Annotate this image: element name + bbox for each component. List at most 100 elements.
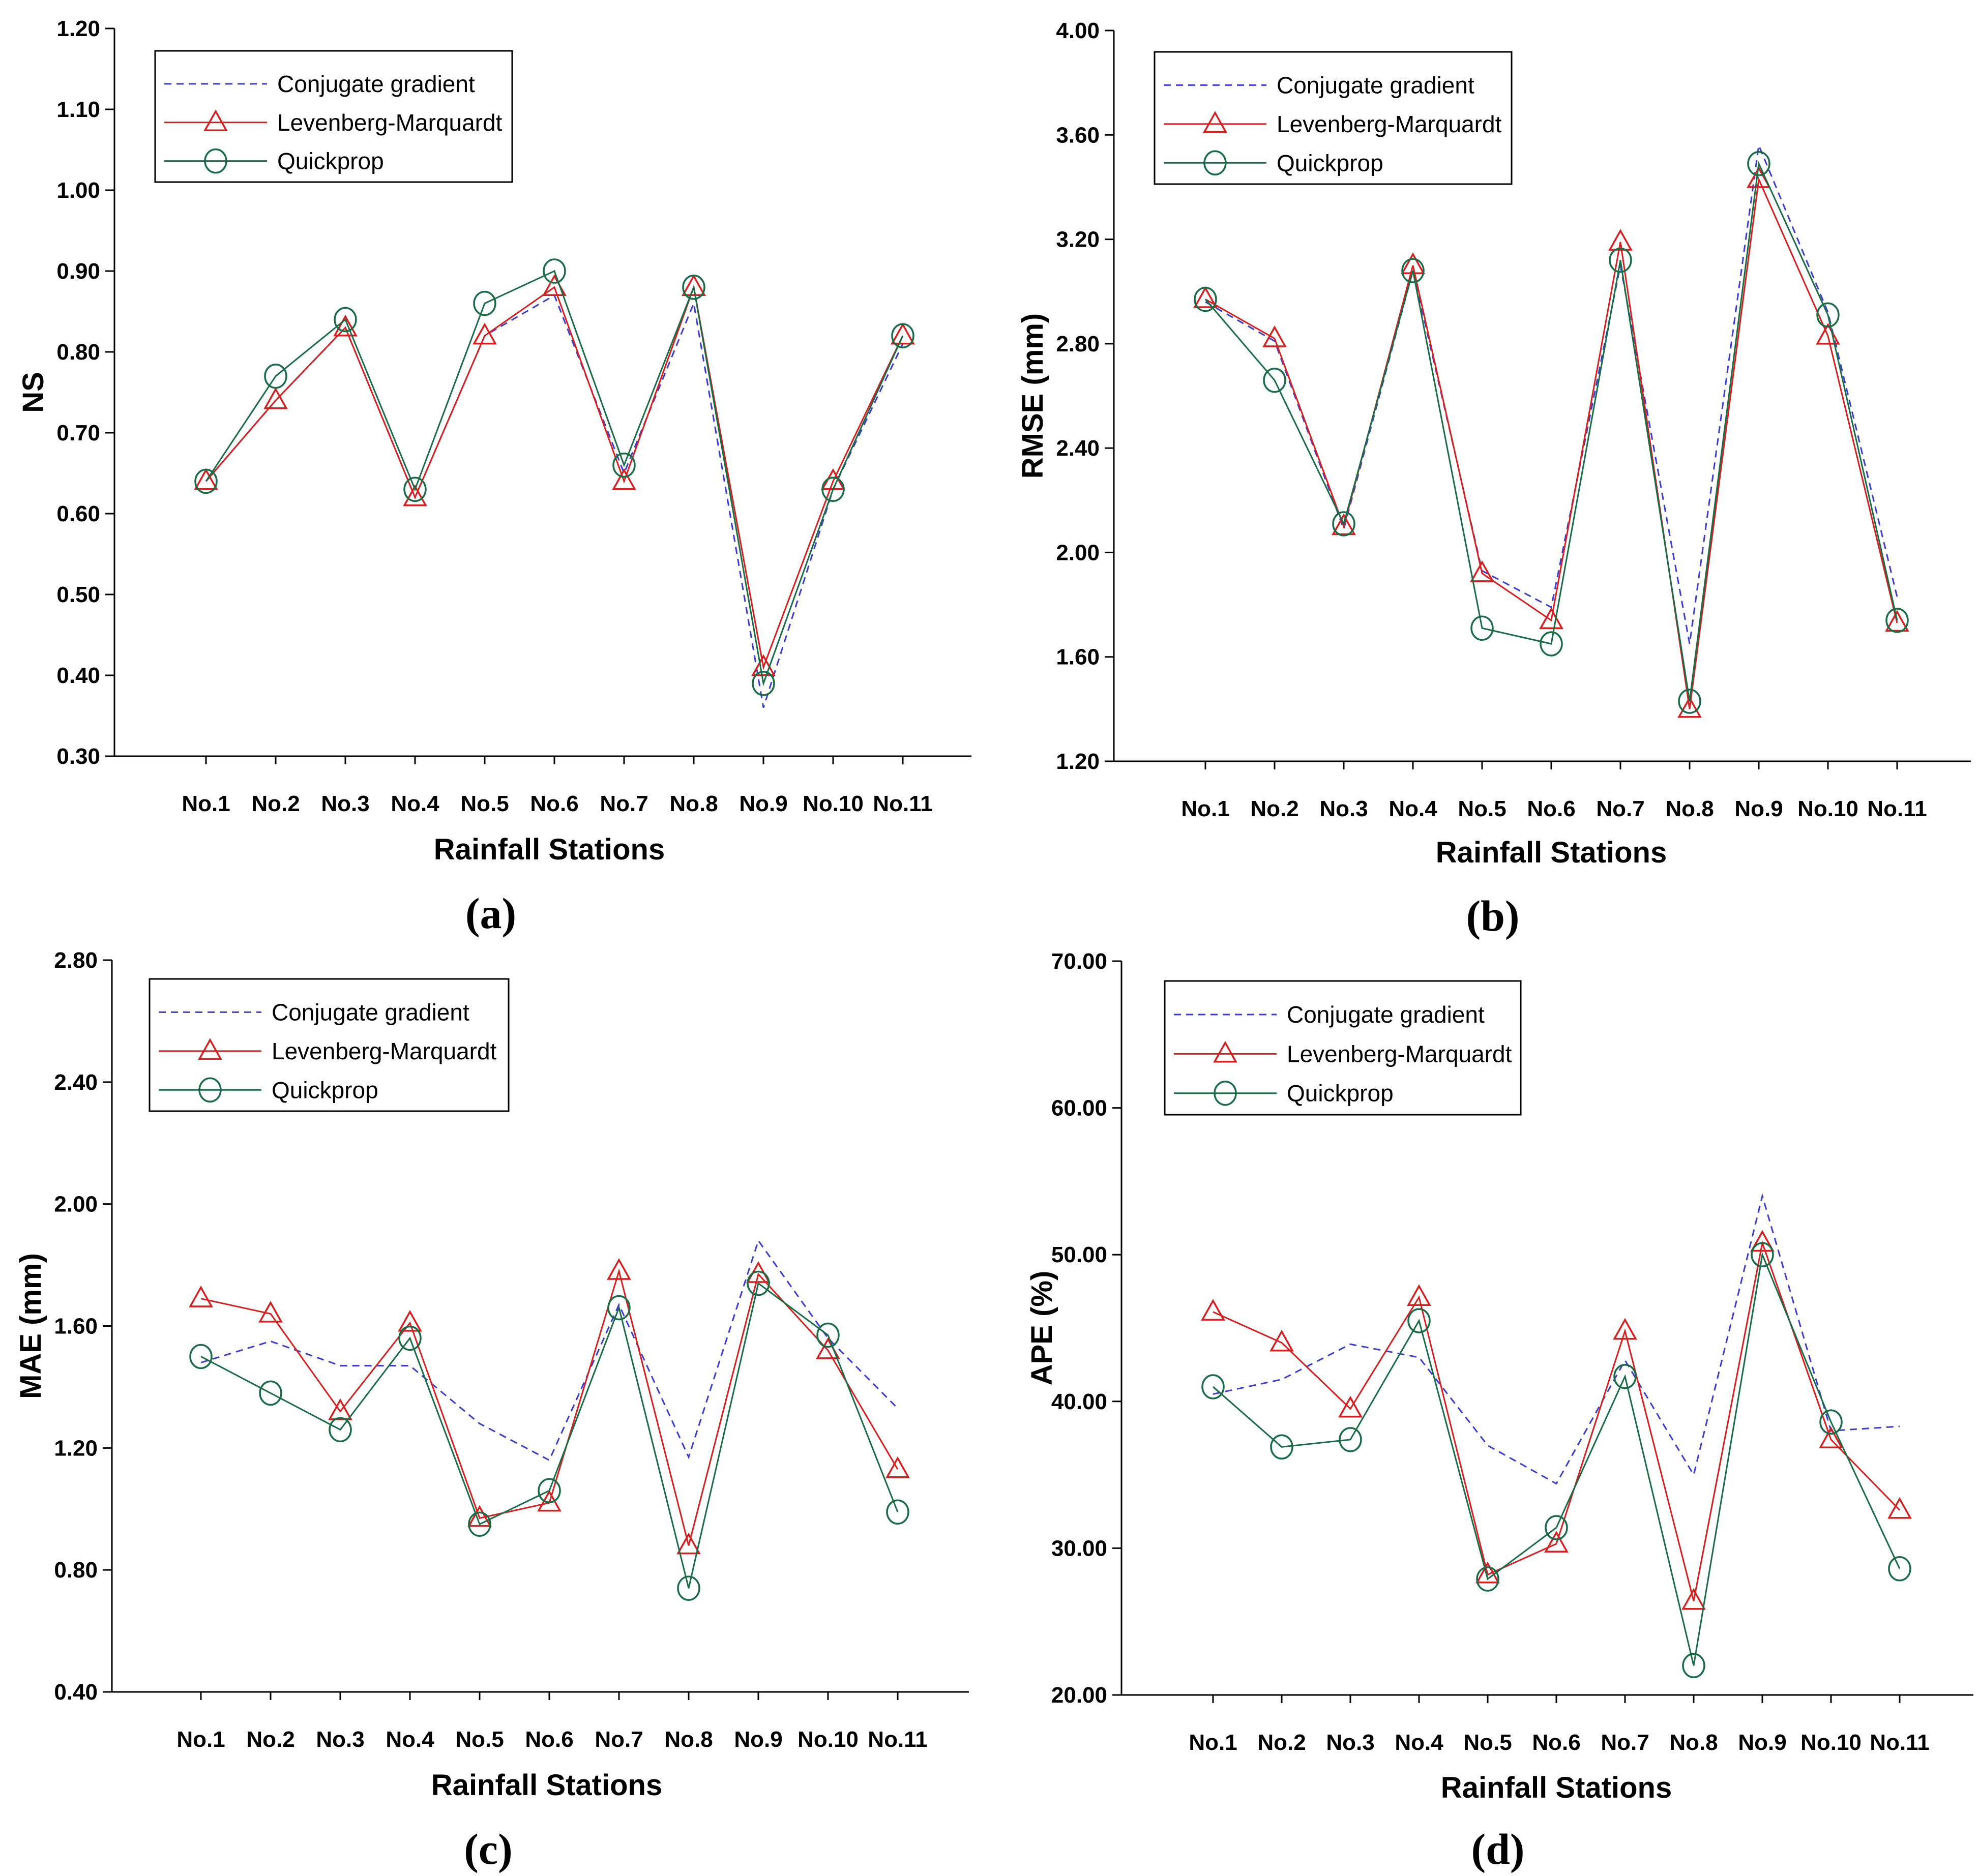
data-point [1262, 325, 1287, 347]
x-tick-label: No.3 [1326, 1730, 1374, 1755]
series-levenberg [194, 274, 915, 676]
x-axis-title: Rainfall Stations [1436, 836, 1667, 869]
x-tick-label: No.6 [1532, 1730, 1580, 1755]
data-point [398, 1309, 422, 1332]
series-line [205, 294, 904, 708]
x-tick-label: No.2 [1257, 1730, 1306, 1755]
data-point [1407, 1284, 1431, 1306]
data-point [1407, 1308, 1431, 1333]
y-tick-label: 3.20 [1056, 227, 1100, 252]
x-tick-label: No.6 [525, 1727, 573, 1752]
x-tick-label: No.3 [1319, 796, 1368, 821]
data-point [1887, 1497, 1912, 1519]
x-tick-label: No.1 [1189, 1730, 1237, 1755]
data-point [468, 1511, 491, 1537]
legend-levenberg-marquardt-marker [1213, 1040, 1237, 1063]
data-point [264, 363, 287, 389]
data-point [607, 1295, 631, 1321]
legend-levenberg-marquardt-marker [1203, 111, 1227, 133]
chart-panel-4: 20.00 30.00 40.00 50.00 60.00 70.00 No.1 No.2 No… [1025, 949, 1973, 1873]
data-point [1270, 1434, 1293, 1460]
data-point [1476, 1566, 1499, 1592]
legend-conjugate-gradient-label: Conjugate gradient [1287, 1001, 1485, 1028]
data-point [1332, 513, 1356, 535]
data-point [1682, 1653, 1705, 1679]
x-tick-label: No.7 [1601, 1730, 1649, 1755]
x-tick-label: No.5 [460, 791, 509, 816]
x-tick-label: No.8 [1669, 1730, 1718, 1755]
legend: Conjugate gradient Levenberg-Marquardt Qui… [1154, 51, 1513, 185]
data-point [259, 1380, 282, 1406]
y-tick-label: 50.00 [1051, 1242, 1107, 1267]
data-point [1401, 252, 1425, 275]
y-axis-title: MAE (mm) [14, 1253, 47, 1399]
data-point [1613, 1318, 1637, 1340]
data-point [1201, 1374, 1225, 1399]
y-tick-label: 0.30 [56, 744, 100, 769]
data-point [403, 477, 427, 502]
legend-quickprop-label: Quickprop [1287, 1080, 1394, 1107]
x-tick-label: No.8 [669, 791, 718, 816]
data-point [1819, 1409, 1843, 1435]
x-tick-label: No.11 [873, 791, 932, 816]
data-point [816, 1322, 840, 1348]
series-conjugate [205, 294, 904, 708]
data-point [1681, 1588, 1706, 1610]
data-point [1339, 1427, 1362, 1452]
x-tick-label: No.3 [316, 1727, 364, 1752]
series-line [1205, 176, 1898, 709]
x-tick-label: No.1 [1181, 796, 1229, 821]
data-point [1401, 258, 1425, 283]
data-point [472, 322, 497, 345]
data-point [1750, 1230, 1775, 1252]
data-point [612, 452, 636, 478]
data-point [1332, 511, 1355, 537]
legend-quickprop-label: Quickprop [272, 1077, 378, 1103]
x-tick-label: No.1 [176, 1727, 225, 1752]
x-tick-label: No.10 [1797, 796, 1858, 821]
y-tick-label: 1.20 [54, 1436, 98, 1461]
series-conjugate [1213, 1193, 1900, 1485]
series-quickprop [1201, 1242, 1911, 1679]
y-tick-label: 2.80 [1056, 332, 1100, 356]
y-tick-label: 1.60 [54, 1314, 98, 1339]
x-tick-label: No.11 [868, 1727, 927, 1752]
legend-conjugate-gradient-label: Conjugate gradient [277, 71, 475, 97]
data-point [334, 307, 357, 333]
x-tick-label: No.7 [595, 1727, 643, 1752]
y-tick-label: 2.80 [54, 948, 98, 973]
data-point [612, 468, 636, 490]
chart-panel-2: 1.20 1.60 2.00 2.40 2.80 3.20 3.60 4.00 No.1 No.2… [1016, 18, 1971, 940]
series-line [205, 270, 904, 687]
data-point [333, 314, 358, 337]
x-axis-title: Rainfall Stations [1441, 1771, 1672, 1804]
y-axis-title: APE (%) [1025, 1271, 1058, 1386]
x-tick-label: No.5 [1458, 796, 1506, 821]
series-levenberg [1201, 1230, 1912, 1610]
legend-levenberg-marquardt-label: Levenberg-Marquardt [1277, 111, 1502, 137]
x-tick-label: No.4 [1389, 796, 1437, 821]
series-conjugate [1205, 142, 1898, 644]
data-point [682, 275, 705, 300]
series-line [1204, 161, 1898, 702]
legend-box [149, 978, 510, 1112]
data-point [1819, 1426, 1843, 1448]
data-point [1888, 1556, 1911, 1582]
x-tick-label: No.10 [797, 1727, 859, 1752]
data-point [263, 387, 288, 409]
panel-label: (d) [1471, 1825, 1524, 1873]
data-point [398, 1325, 422, 1351]
x-tick-label: No.5 [1463, 1730, 1512, 1755]
data-point [189, 1344, 213, 1369]
data-point [1816, 322, 1840, 345]
data-point [1194, 286, 1217, 312]
series-line [1205, 142, 1898, 644]
data-point [1751, 1242, 1774, 1267]
legend-levenberg-marquardt-label: Levenberg-Marquardt [272, 1038, 497, 1064]
y-tick-label: 1.20 [56, 16, 100, 41]
data-point [1201, 1299, 1225, 1321]
data-point [891, 322, 915, 345]
data-point [607, 1258, 631, 1280]
x-tick-label: No.11 [1867, 796, 1927, 821]
x-tick-label: No.9 [734, 1727, 782, 1752]
